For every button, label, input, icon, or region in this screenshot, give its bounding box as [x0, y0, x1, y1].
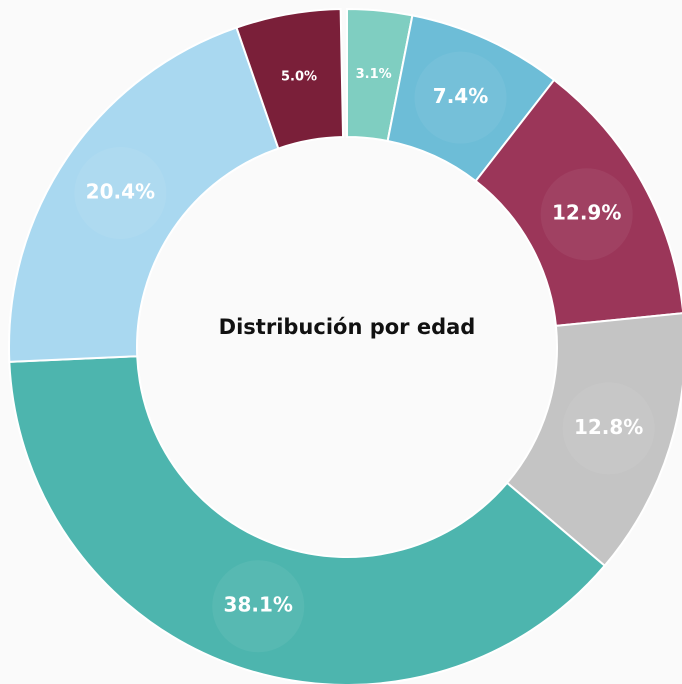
data-label: 38.1% [224, 593, 293, 617]
data-label: 5.0% [281, 70, 317, 85]
data-label: 7.4% [433, 84, 488, 108]
label-halo [212, 560, 305, 653]
donut-segment [8, 355, 607, 684]
label-halo [414, 51, 507, 144]
chart-title: Distribución por edad [219, 315, 476, 339]
label-halo [74, 146, 167, 239]
label-halo [562, 382, 655, 475]
data-label: 3.1% [356, 67, 392, 82]
data-label: 20.4% [86, 179, 155, 203]
donut-segment [474, 78, 682, 328]
donut-segment [235, 8, 345, 150]
donut-segment [8, 26, 280, 363]
label-halo [540, 168, 633, 261]
data-label: 12.9% [552, 201, 621, 225]
data-label: 12.8% [574, 415, 643, 439]
